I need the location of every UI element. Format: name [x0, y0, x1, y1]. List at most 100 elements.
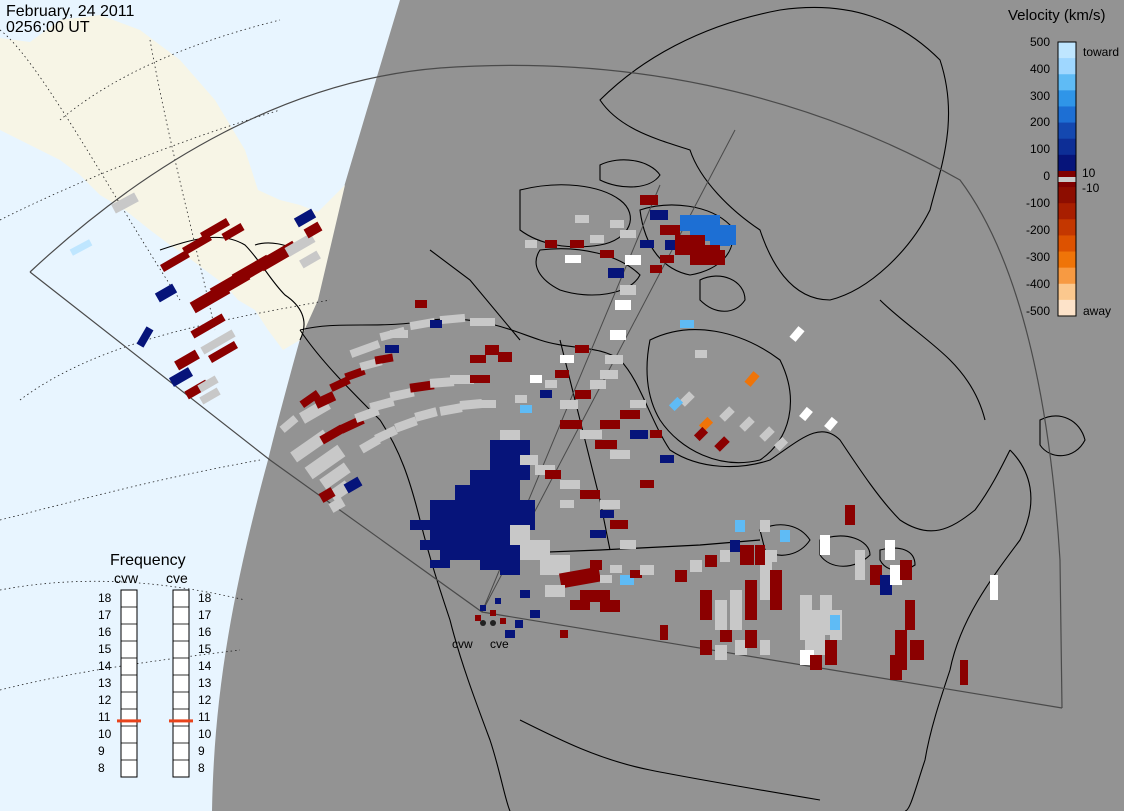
scatter-cell — [200, 218, 230, 240]
scatter-cell — [344, 366, 366, 382]
scatter-cell — [319, 462, 351, 490]
scatter-cell — [495, 598, 501, 604]
frequency-tick-right: 15 — [198, 642, 212, 656]
scatter-cell — [559, 566, 601, 589]
scatter-cell — [610, 565, 622, 573]
scatter-cell — [890, 565, 902, 585]
scatter-cell — [555, 370, 569, 378]
scatter-cell — [760, 640, 770, 655]
scatter-cell — [485, 345, 499, 355]
frequency-tick-right: 16 — [198, 625, 212, 639]
scatter-cell — [705, 250, 725, 265]
scatter-cell — [410, 520, 430, 530]
scatter-cell — [560, 480, 580, 489]
scatter-cell — [730, 540, 740, 552]
scatter-cell — [640, 240, 654, 248]
colorbar-segment — [1058, 283, 1076, 301]
scatter-cell — [575, 215, 589, 223]
scatter-cell — [885, 540, 895, 560]
scatter-cell — [719, 406, 735, 422]
scatter-cell — [760, 520, 770, 532]
scatter-cell — [430, 560, 450, 568]
scatter-cell — [773, 436, 789, 452]
scatter-cell — [498, 352, 512, 362]
scatter-cell — [515, 620, 523, 628]
scatter-cell — [700, 215, 720, 231]
colorbar-segment — [1058, 138, 1076, 156]
scatter-cell — [580, 590, 610, 602]
scatter-cell — [960, 660, 968, 685]
scatter-cell — [329, 376, 351, 392]
velocity-tick-minus-100: -100 — [1026, 196, 1050, 210]
scatter-cell — [580, 430, 602, 439]
scatter-cell — [168, 367, 194, 387]
scatter-cell — [328, 497, 346, 513]
frequency-tick-left: 14 — [98, 659, 112, 673]
scatter-cell — [374, 425, 398, 444]
scatter-cell — [530, 610, 540, 618]
scatter-cell — [570, 240, 584, 248]
scatter-cell — [318, 487, 336, 503]
scatter-cell — [600, 600, 620, 612]
scatter-cell — [111, 192, 139, 214]
scatter-cell — [600, 250, 614, 258]
scatter-cell — [720, 630, 732, 642]
frequency-tick-left: 18 — [98, 591, 112, 605]
colorbar-segment — [1058, 154, 1076, 172]
velocity-tick-200: 200 — [1030, 115, 1050, 129]
colorbar-segment — [1058, 267, 1076, 285]
scatter-cell — [760, 560, 772, 600]
scatter-cell — [600, 420, 620, 429]
scatter-cell — [890, 655, 902, 680]
scatter-cell — [160, 250, 190, 272]
scatter-cell — [540, 555, 570, 575]
frequency-tick-right: 18 — [198, 591, 212, 605]
scatter-cell — [620, 230, 636, 238]
colorbar-segment — [1058, 187, 1076, 204]
frequency-tick-right: 10 — [198, 727, 212, 741]
velocity-tick-plus-10: 10 — [1082, 166, 1096, 180]
frequency-tick-left: 16 — [98, 625, 112, 639]
scatter-cell — [870, 565, 882, 585]
scatter-cell — [620, 410, 640, 419]
scatter-cell — [540, 390, 552, 398]
scatter-cell — [855, 550, 865, 580]
scatter-cell — [620, 285, 636, 295]
scatter-cell — [414, 407, 438, 422]
scatter-cell — [545, 380, 557, 388]
radar-label-cvw: cvw — [452, 637, 473, 651]
scatter-cell — [668, 396, 684, 412]
frequency-panel: Frequency cvw cve 18 18 17 17 16 16 15 15 14 14 13… — [98, 552, 212, 778]
scatter-cell — [820, 535, 830, 555]
latitude-grid — [0, 19, 331, 691]
velocity-scatter — [69, 192, 998, 685]
velocity-tick-400: 400 — [1030, 62, 1050, 76]
velocity-tick-minus-500: -500 — [1026, 304, 1050, 318]
scatter-cell — [610, 450, 630, 459]
velocity-tick-0: 0 — [1043, 169, 1050, 183]
scatter-cell — [439, 313, 466, 325]
time-label: 0256:00 UT — [6, 19, 90, 36]
frequency-tick-right: 13 — [198, 676, 212, 690]
scatter-cell — [343, 476, 363, 494]
scatter-cell — [730, 590, 742, 630]
frequency-tick-right: 11 — [198, 710, 211, 724]
velocity-colorbar — [1058, 42, 1076, 317]
scatter-cell — [415, 300, 427, 308]
velocity-tick-minus-200: -200 — [1026, 223, 1050, 237]
velocity-away-label: away — [1083, 304, 1111, 318]
frequency-gauges: 18 18 17 17 16 16 15 15 14 14 13 13 12 12 11 11 10 10 9 9 8 8 — [98, 589, 212, 778]
scatter-cell — [439, 403, 463, 416]
scatter-cell — [610, 520, 628, 529]
scatter-cell — [900, 560, 912, 580]
scatter-cell — [640, 480, 654, 488]
scatter-cell — [575, 345, 589, 353]
scatter-cell — [805, 630, 823, 650]
scatter-cell — [770, 570, 782, 610]
scatter-cell — [800, 595, 812, 640]
scatter-cell — [720, 225, 736, 245]
scatter-cell — [759, 426, 775, 442]
scatter-cell — [640, 195, 658, 205]
colorbar-segment — [1058, 74, 1076, 91]
scatter-cell — [459, 399, 483, 410]
